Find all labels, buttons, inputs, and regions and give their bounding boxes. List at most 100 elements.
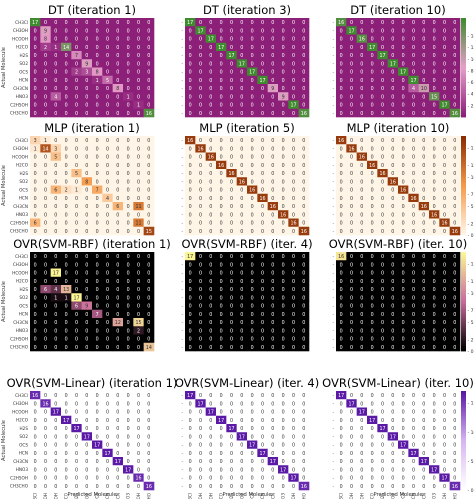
cell-value-label: 0 <box>75 328 78 334</box>
cell-value-label: 0 <box>282 204 285 210</box>
cell-value-label: 0 <box>360 401 363 407</box>
colorbar-segment <box>461 303 466 307</box>
cell-value-label: 0 <box>106 467 109 473</box>
cell-value-label: 0 <box>209 171 212 177</box>
cell-value-label: 0 <box>96 155 99 161</box>
heatmap-cell <box>195 415 206 425</box>
cell-value-label: 0 <box>220 254 223 260</box>
heatmap-cell <box>40 293 51 302</box>
cell-value-label: 0 <box>127 451 130 457</box>
cell-value-label: 0 <box>350 393 353 399</box>
heatmap-cell <box>50 84 62 93</box>
heatmap-cell <box>185 18 196 27</box>
heatmap-cell <box>267 26 279 35</box>
heatmap-cell <box>205 42 217 52</box>
cell-value-label: 0 <box>391 45 394 51</box>
heatmap-cell <box>288 34 299 44</box>
heatmap-cell <box>247 26 258 35</box>
cell-value-label: 0 <box>391 337 394 343</box>
heatmap-cell <box>195 318 206 327</box>
heatmap-cell <box>408 342 419 352</box>
heatmap-cell <box>288 136 299 145</box>
cell-value-label: 0 <box>251 179 254 185</box>
cell-value-label: 0 <box>199 229 202 235</box>
heatmap-cell <box>185 285 196 294</box>
heatmap-cell <box>71 177 82 186</box>
cell-value-label: 0 <box>240 426 243 432</box>
cell-value-label: 0 <box>422 254 425 260</box>
heatmap-cell <box>449 177 461 186</box>
colorbar-segment <box>461 30 466 34</box>
heatmap-cell <box>216 84 227 93</box>
cell-value-label: 0 <box>292 111 295 117</box>
heatmap-cell <box>185 407 196 417</box>
cell-value-label: 0 <box>116 111 119 117</box>
cell-value-label: 0 <box>453 163 456 169</box>
heatmap-cell <box>336 202 347 211</box>
heatmap-cell <box>346 84 357 93</box>
heatmap-cell <box>112 169 124 178</box>
heatmap-cell <box>133 457 144 466</box>
cell-value-label: 0 <box>453 345 456 351</box>
x-tick-label: CH3CN <box>421 493 426 499</box>
cell-value-label: 0 <box>453 94 456 100</box>
cell-value-label: 0 <box>271 262 274 268</box>
cell-value-label: 0 <box>116 28 119 34</box>
heatmap-cell <box>288 334 299 344</box>
cell-value-label: 0 <box>240 459 243 465</box>
heatmap-cell <box>408 136 419 145</box>
heatmap-cell <box>257 210 268 219</box>
colorbar-segment <box>461 296 466 300</box>
cell-value-label: 0 <box>189 155 192 161</box>
y-tick-label: CH3OH <box>13 28 28 33</box>
cell-value-label: 17 <box>32 20 38 26</box>
cell-value-label: 0 <box>381 410 384 416</box>
heatmap-cell <box>40 169 51 178</box>
heatmap-cell <box>133 193 144 203</box>
cell-value-label: 0 <box>453 138 456 144</box>
heatmap-cell <box>387 136 399 145</box>
cell-value-label: 0 <box>292 320 295 326</box>
heatmap-cell <box>429 59 440 68</box>
cell-value-label: 0 <box>360 163 363 169</box>
heatmap-cell <box>123 260 134 269</box>
heatmap-cell <box>81 432 93 441</box>
heatmap-cell <box>257 51 268 60</box>
cell-value-label: 0 <box>271 279 274 285</box>
heatmap-cell <box>205 136 217 145</box>
heatmap-cell <box>367 424 378 433</box>
cell-value-label: 0 <box>147 279 150 285</box>
heatmap-cell <box>226 177 237 186</box>
cell-value-label: 0 <box>350 70 353 76</box>
cell-value-label: 0 <box>292 188 295 194</box>
cell-value-label: 0 <box>127 410 130 416</box>
cell-value-label: 0 <box>340 418 343 424</box>
heatmap-cell <box>61 193 72 203</box>
heatmap-cell <box>102 75 113 85</box>
heatmap-cell <box>112 440 124 450</box>
cell-value-label: 0 <box>292 86 295 92</box>
heatmap-cell <box>408 432 419 441</box>
cell-value-label: 0 <box>189 37 192 43</box>
heatmap-cell <box>30 34 41 44</box>
cell-value-label: 0 <box>371 53 374 59</box>
heatmap-cell <box>267 252 279 261</box>
cell-value-label: 0 <box>340 94 343 100</box>
heatmap-cell <box>236 108 248 118</box>
heatmap-cell <box>449 92 461 101</box>
heatmap-cell <box>112 26 124 35</box>
heatmap-cell <box>278 18 289 27</box>
cell-value-label: 0 <box>433 337 436 343</box>
cell-value-label: 0 <box>127 138 130 144</box>
colorbar-segment <box>461 252 466 255</box>
cell-value-label: 0 <box>340 320 343 326</box>
heatmap-cell <box>439 51 450 60</box>
cell-value-label: 0 <box>96 204 99 210</box>
heatmap-cell <box>143 326 155 335</box>
heatmap-cell <box>346 326 357 335</box>
cell-value-label: 0 <box>412 53 415 59</box>
cell-value-label: 0 <box>230 45 233 51</box>
heatmap-cell <box>71 276 82 286</box>
heatmap-cell <box>267 144 279 153</box>
heatmap-cell <box>133 84 144 93</box>
